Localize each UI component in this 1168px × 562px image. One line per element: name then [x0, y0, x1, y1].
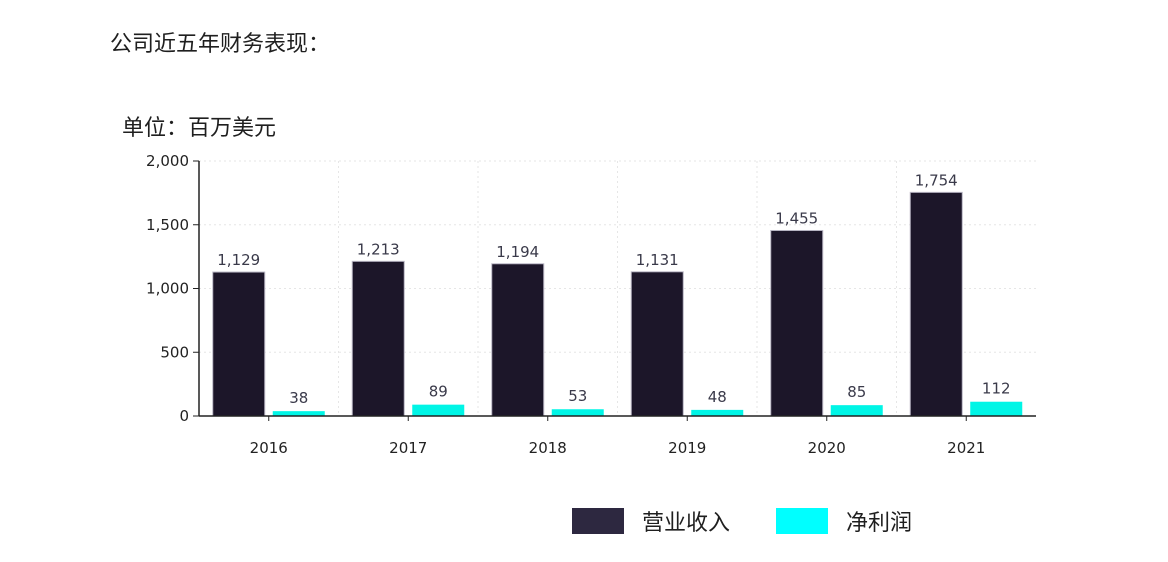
legend-swatch-profit [776, 508, 829, 534]
bar-profit [551, 409, 604, 416]
legend-swatch-revenue [572, 508, 624, 534]
x-tick-label: 2018 [529, 439, 567, 457]
bar-profit [272, 411, 325, 416]
bar-revenue [212, 271, 266, 417]
data-label-revenue: 1,754 [915, 171, 958, 189]
bar-profit [830, 405, 883, 416]
data-label-profit: 38 [289, 389, 308, 407]
x-tick-label: 2016 [250, 439, 288, 457]
data-label-profit: 89 [429, 383, 448, 401]
bar-revenue [909, 191, 963, 417]
y-tick-label: 1,500 [146, 216, 189, 234]
legend: 营业收入 净利润 [572, 505, 958, 537]
x-tick-label: 2020 [808, 439, 846, 457]
data-label-revenue: 1,213 [357, 240, 400, 258]
bar-profit [691, 409, 744, 416]
x-tick-label: 2021 [947, 439, 985, 457]
legend-item-revenue: 营业收入 [572, 505, 730, 537]
labels: 0 500 1,000 1,500 2,000 1,129 38 2016 1,213 89 201… [146, 152, 1011, 457]
data-label-profit: 48 [708, 388, 727, 406]
axes [193, 160, 1036, 421]
y-tick-label: 2,000 [146, 152, 189, 170]
bar-profit [970, 401, 1023, 416]
data-label-profit: 53 [568, 387, 587, 405]
legend-label-profit: 净利润 [846, 511, 913, 536]
x-tick-label: 2017 [389, 439, 427, 457]
y-tick-label: 1,000 [146, 280, 189, 298]
data-label-revenue: 1,455 [775, 209, 818, 227]
bars [212, 191, 1023, 417]
data-label-profit: 112 [982, 380, 1011, 398]
bar-revenue [491, 263, 545, 417]
bar-profit [412, 404, 465, 416]
data-label-profit: 85 [847, 383, 866, 401]
bar-revenue [630, 271, 684, 417]
unit-label: 单位：百万美元 [122, 116, 277, 141]
bar-revenue [351, 260, 405, 417]
y-tick-label: 500 [160, 343, 189, 361]
bar-revenue [770, 229, 824, 417]
legend-item-profit: 净利润 [776, 505, 912, 537]
bar-chart: 0 500 1,000 1,500 2,000 1,129 38 2016 1,213 89 201… [146, 152, 1036, 457]
legend-label-revenue: 营业收入 [642, 511, 731, 536]
data-label-revenue: 1,194 [496, 243, 539, 261]
x-tick-label: 2019 [668, 439, 706, 457]
data-label-revenue: 1,129 [217, 251, 260, 269]
y-tick-label: 0 [179, 407, 189, 425]
data-label-revenue: 1,131 [636, 251, 679, 269]
page-heading: 公司近五年财务表现： [110, 32, 331, 57]
